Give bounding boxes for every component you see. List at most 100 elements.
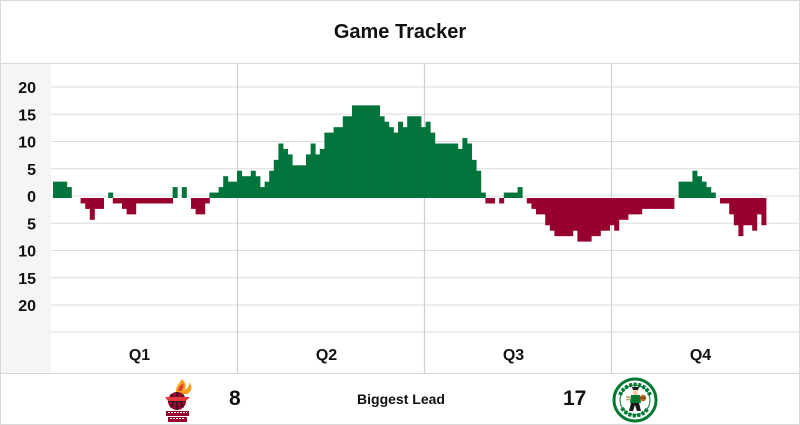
lead-bar [471, 159, 477, 198]
lead-bar [687, 181, 693, 198]
lead-bar [140, 198, 146, 204]
lead-bar [421, 127, 426, 198]
lead-bar [411, 116, 417, 198]
lead-bar [457, 148, 463, 198]
lead-bar [200, 198, 206, 215]
lead-bar [701, 181, 707, 198]
lead-bar [444, 143, 449, 198]
y-tick-label: 5 [27, 162, 36, 179]
y-tick-label: 15 [18, 271, 36, 288]
lead-bar [315, 154, 321, 198]
lead-bar [660, 198, 666, 209]
lead-bar [706, 187, 712, 198]
lead-bar [195, 198, 201, 215]
lead-bar [57, 181, 63, 198]
lead-bar [99, 198, 104, 209]
lead-bar [393, 132, 399, 198]
lead-bar [439, 143, 445, 198]
lead-bar [62, 181, 68, 198]
lead-bar [273, 159, 279, 198]
lead-bar [283, 148, 288, 198]
lead-bar [301, 165, 307, 198]
y-tick-label: 0 [27, 189, 36, 206]
lead-bar [595, 198, 601, 237]
lead-bar [733, 198, 739, 226]
lead-bar [149, 198, 155, 204]
lead-bar [664, 198, 670, 209]
lead-bar [296, 165, 302, 198]
title-bar: Game Tracker [1, 1, 799, 64]
lead-bar [324, 132, 330, 198]
lead-bar [384, 121, 390, 198]
lead-bar [85, 198, 91, 209]
lead-bar [223, 176, 229, 198]
lead-bar [255, 176, 261, 198]
lead-bar [568, 198, 574, 237]
away-biggest-lead: 8 [229, 387, 241, 410]
lead-bar [94, 198, 100, 209]
lead-bar [329, 132, 334, 198]
lead-bar [618, 198, 624, 220]
lead-bar [651, 198, 656, 209]
lead-bar [365, 105, 371, 198]
lead-bar [499, 198, 505, 204]
lead-bar [480, 192, 486, 198]
lead-bar [407, 116, 413, 198]
y-tick-label: 5 [27, 216, 36, 233]
quarter-label: Q1 [129, 347, 150, 364]
lead-bar [485, 198, 491, 204]
lead-bar [117, 198, 123, 204]
lead-bar [388, 127, 394, 198]
lead-bar [218, 187, 224, 198]
lead-bar [577, 198, 583, 242]
home-biggest-lead: 17 [563, 387, 587, 410]
lead-bar [112, 198, 118, 204]
lead-bar [756, 198, 762, 215]
lead-bar [250, 170, 256, 198]
lead-bar [747, 198, 753, 226]
lead-bar [752, 198, 758, 231]
y-tick-label: 10 [18, 244, 36, 261]
lead-bar [154, 198, 160, 204]
lead-bar [572, 198, 578, 231]
lead-bar [80, 198, 86, 204]
lead-bar [269, 170, 275, 198]
lead-bar [333, 127, 339, 198]
lead-bar [172, 187, 178, 198]
lead-bar [181, 187, 187, 198]
lead-bar [375, 105, 380, 198]
lead-bar [232, 181, 238, 198]
lead-bar [678, 181, 684, 198]
lead-bar [692, 170, 698, 198]
lead-bar [425, 121, 431, 198]
boston-celtics-logo [612, 377, 658, 423]
lead-bar [508, 192, 514, 198]
y-tick-label: 10 [18, 135, 36, 152]
lead-bar [614, 198, 620, 231]
lead-bar [462, 138, 468, 198]
lead-bar [260, 187, 265, 198]
lead-bar [743, 198, 748, 226]
lead-bar [632, 198, 638, 215]
lead-bar [710, 192, 716, 198]
lead-bar [227, 181, 233, 198]
lead-bar [738, 198, 744, 237]
biggest-lead-label: Biggest Lead [357, 391, 445, 407]
lead-bar [623, 198, 629, 220]
lead-bar [605, 198, 610, 231]
lead-bar [536, 198, 541, 215]
lead-bar [669, 198, 675, 209]
lead-bar [158, 198, 164, 204]
y-tick-label: 15 [18, 107, 36, 124]
lead-bar [370, 105, 376, 198]
y-tick-label: 20 [18, 80, 36, 97]
lead-bar [448, 143, 454, 198]
lead-bar [416, 116, 422, 198]
lead-bar [586, 198, 592, 242]
lead-bar [724, 198, 730, 204]
chart-title: Game Tracker [333, 20, 467, 43]
lead-bar [89, 198, 95, 220]
lead-bar [356, 105, 362, 198]
quarter-label: Q2 [316, 347, 337, 364]
